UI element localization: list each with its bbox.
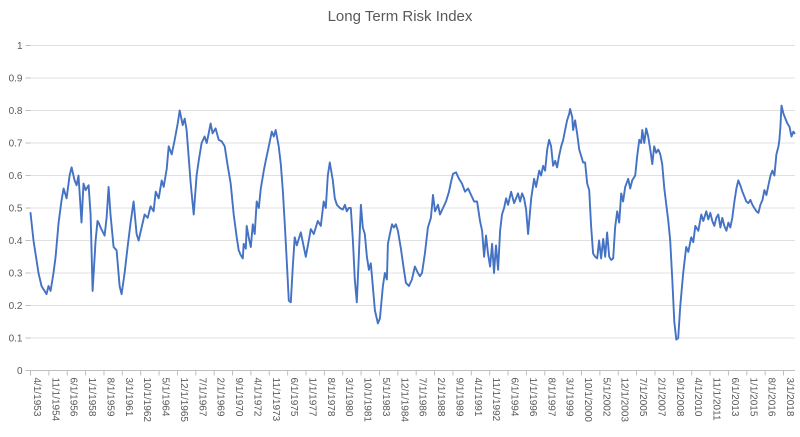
x-axis-label: 4/1/2010 [692, 378, 703, 417]
x-axis-label: 1/1/1977 [307, 378, 318, 417]
y-axis-label: 0 [17, 366, 23, 377]
y-axis-label: 0.8 [9, 106, 23, 117]
x-axis-label: 9/1/1970 [233, 378, 244, 417]
x-axis-label: 7/1/2005 [637, 378, 648, 417]
x-axis-label: 4/1/1953 [31, 378, 42, 417]
y-axis-label: 0.3 [9, 269, 23, 280]
x-axis-label: 4/1/1972 [251, 378, 262, 417]
x-axis-label: 6/1/1975 [288, 378, 299, 417]
x-axis-label: 7/1/1986 [417, 378, 428, 417]
x-axis-label: 2/1/1988 [435, 378, 446, 417]
x-axis-label: 6/1/2013 [729, 378, 740, 417]
x-axis-label: 12/1/1965 [178, 378, 189, 423]
x-axis-label: 10/1/2000 [582, 378, 593, 423]
x-axis-label: 5/1/1964 [160, 378, 171, 417]
x-axis-label: 2/1/1969 [215, 378, 226, 417]
y-axis-label: 0.5 [9, 204, 23, 215]
x-axis-label: 3/1/1980 [343, 378, 354, 417]
chart-title: Long Term Risk Index [327, 8, 473, 25]
x-axis-label: 9/1/1989 [453, 378, 464, 417]
x-axis-label: 1/1/1958 [86, 378, 97, 417]
y-axis-label: 1 [17, 41, 23, 52]
y-axis-label: 0.7 [9, 139, 23, 150]
x-axis-label: 8/1/2016 [766, 378, 777, 417]
x-axis-label: 11/1/1973 [270, 378, 281, 422]
y-axis-label: 0.2 [9, 301, 23, 312]
x-axis-label: 2/1/2007 [655, 378, 666, 417]
x-axis-label: 11/1/1954 [49, 378, 60, 422]
x-axis-label: 1/1/1996 [527, 378, 538, 417]
x-axis-label: 10/1/1981 [362, 378, 373, 423]
x-axis-label: 6/1/1956 [68, 378, 79, 417]
x-axis-label: 3/1/1999 [564, 378, 575, 417]
x-axis-label: 5/1/1983 [380, 378, 391, 417]
x-axis-label: 8/1/1997 [545, 378, 556, 417]
y-axis-label: 0.9 [9, 74, 23, 85]
x-axis-label: 7/1/1967 [196, 378, 207, 417]
y-axis-label: 0.4 [9, 236, 23, 247]
x-axis-label: 8/1/1978 [325, 378, 336, 417]
x-axis-label: 11/1/1992 [490, 378, 501, 422]
x-axis-label: 10/1/1962 [141, 378, 152, 423]
x-axis-label: 8/1/1959 [104, 378, 115, 417]
x-axis-label: 11/1/2011 [711, 378, 722, 421]
y-axis-label: 0.1 [9, 334, 23, 345]
y-axis-label: 0.6 [9, 171, 23, 182]
x-axis-label: 6/1/1994 [509, 378, 520, 417]
x-axis-label: 3/1/2018 [784, 378, 795, 417]
x-axis-label: 12/1/1984 [398, 378, 409, 423]
x-axis-label: 5/1/2002 [600, 378, 611, 417]
x-axis-label: 9/1/2008 [674, 378, 685, 417]
x-axis-label: 3/1/1961 [123, 378, 134, 417]
x-axis-label: 4/1/1991 [472, 378, 483, 417]
x-axis-label: 12/1/2003 [619, 378, 630, 423]
x-axis-label: 1/1/2015 [747, 378, 758, 417]
risk-index-line [29, 104, 796, 341]
